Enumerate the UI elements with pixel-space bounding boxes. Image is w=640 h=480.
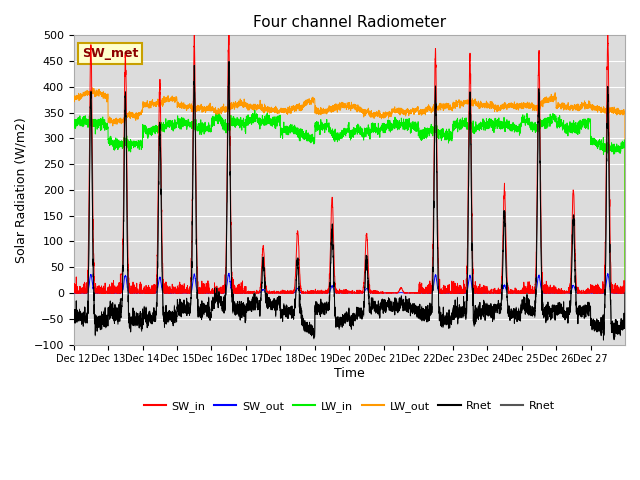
- Y-axis label: Solar Radiation (W/m2): Solar Radiation (W/m2): [15, 117, 28, 263]
- Legend: SW_in, SW_out, LW_in, LW_out, Rnet, Rnet: SW_in, SW_out, LW_in, LW_out, Rnet, Rnet: [139, 396, 559, 416]
- Text: SW_met: SW_met: [82, 47, 138, 60]
- Title: Four channel Radiometer: Four channel Radiometer: [253, 15, 446, 30]
- X-axis label: Time: Time: [334, 367, 365, 380]
